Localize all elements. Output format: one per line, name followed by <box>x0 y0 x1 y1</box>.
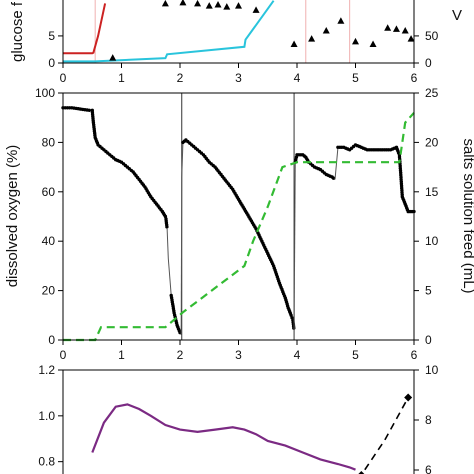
middle-left-tick-label: 20 <box>42 284 56 298</box>
top-triangle-marker <box>384 24 392 31</box>
bottom-diamond-marker <box>358 471 365 474</box>
salts-feed-dashed-series <box>63 112 415 342</box>
middle-right-axis-label: salts solution feed (mL) <box>460 138 474 293</box>
top-x-tick-label: 0 <box>60 71 67 85</box>
middle-x-tick-label: 4 <box>294 348 301 362</box>
top-x-tick-label: 2 <box>177 71 184 85</box>
top-triangle-marker <box>252 6 260 13</box>
middle-x-tick-label: 3 <box>235 348 242 362</box>
top-triangle-marker <box>308 35 316 42</box>
middle-left-axis: 0 20 40 60 80 100 <box>35 86 63 347</box>
bottom-right-tick-label: 8 <box>425 413 432 427</box>
dissolved-oxygen-jump <box>166 228 169 259</box>
top-triangle-marker <box>369 40 377 48</box>
top-triangle-marker <box>407 35 415 42</box>
top-triangle-marker <box>337 17 345 24</box>
top-x-tick-label: 3 <box>235 71 242 85</box>
middle-left-tick-label: 0 <box>48 333 55 347</box>
top-triangle-marker <box>109 54 117 61</box>
top-triangle-marker <box>179 0 187 6</box>
bottom-panel-series <box>91 393 413 474</box>
top-panel-series <box>63 0 415 63</box>
top-triangle-marker <box>401 27 409 34</box>
bottom-panel: 0.8 1.0 1.2 6 8 10 <box>38 363 439 474</box>
dissolved-oxygen-jump <box>180 176 183 336</box>
top-right-tick-label: 50 <box>425 29 439 43</box>
middle-x-tick-label: 6 <box>411 348 418 362</box>
bottom-plot-frame <box>62 369 415 474</box>
dissolved-oxygen-point <box>331 176 336 180</box>
middle-x-tick-label: 5 <box>352 348 359 362</box>
top-left-axis-label: glucose f <box>9 1 26 62</box>
middle-right-tick-label: 5 <box>425 284 432 298</box>
dissolved-oxygen-jump <box>334 147 339 180</box>
top-left-axis: 05 <box>48 29 63 70</box>
top-triangle-marker <box>205 2 213 9</box>
middle-left-tick-label: 60 <box>42 185 56 199</box>
middle-x-tick-label: 2 <box>177 348 184 362</box>
top-left-tick-label: 0 <box>48 56 55 70</box>
middle-right-tick-label: 0 <box>425 333 432 347</box>
dissolved-oxygen-point <box>165 225 169 229</box>
middle-left-tick-label: 40 <box>42 234 56 248</box>
top-right-axis: 0 50 <box>414 29 439 70</box>
middle-right-tick-label: 10 <box>425 234 439 248</box>
middle-left-tick-label: 80 <box>42 135 56 149</box>
middle-panel-series <box>61 93 416 342</box>
middle-x-tick-label: 0 <box>60 348 67 362</box>
top-triangle-marker <box>392 25 400 32</box>
top-triangle-marker <box>223 3 231 10</box>
top-cyan-line-series <box>63 0 275 63</box>
bottom-left-axis: 0.8 1.0 1.2 <box>38 363 63 469</box>
top-left-tick-label: 5 <box>48 29 55 43</box>
bottom-diamond-marker <box>404 393 413 402</box>
top-right-axis-label: V <box>452 7 462 24</box>
top-red-line-series <box>63 3 107 55</box>
middle-left-axis-label: dissolved oxygen (%) <box>4 145 21 288</box>
top-plot-frame <box>62 0 415 64</box>
dissolved-oxygen-jump <box>167 258 172 296</box>
bottom-purple-line-series <box>91 403 356 471</box>
dissolved-oxygen-jump <box>293 162 296 331</box>
top-triangle-marker <box>322 27 330 34</box>
middle-panel: 0 1 2 3 4 5 6 0 20 40 60 80 100 0 5 10 15 20 25 dissolve… <box>4 86 474 362</box>
top-triangle-marker <box>290 40 298 48</box>
bottom-left-tick-label: 1.0 <box>38 409 55 423</box>
top-right-tick-label: 0 <box>425 56 432 70</box>
top-triangle-marker <box>235 2 242 9</box>
middle-right-tick-label: 15 <box>425 185 439 199</box>
bottom-right-axis: 6 8 10 <box>414 363 439 474</box>
top-x-tick-label: 4 <box>294 71 301 85</box>
top-triangle-marker <box>352 37 359 45</box>
dissolved-oxygen-jump <box>181 142 184 177</box>
middle-x-axis: 0 1 2 3 4 5 6 <box>60 340 418 362</box>
bottom-dashed-series <box>361 397 409 474</box>
middle-plot-frame <box>62 92 415 341</box>
top-x-tick-label: 1 <box>118 71 125 85</box>
bottom-right-tick-label: 10 <box>425 363 439 377</box>
middle-right-tick-label: 20 <box>425 135 439 149</box>
top-x-axis: 0 1 2 3 4 5 6 <box>60 63 418 85</box>
top-triangle-marker <box>194 0 202 7</box>
middle-left-tick-label: 100 <box>35 86 55 100</box>
dissolved-oxygen-point <box>87 108 92 113</box>
top-x-tick-label: 5 <box>352 71 359 85</box>
middle-x-tick-label: 1 <box>118 348 125 362</box>
middle-right-tick-label: 25 <box>425 86 439 100</box>
top-triangle-marker <box>161 0 169 7</box>
bottom-left-tick-label: 1.2 <box>38 363 55 377</box>
top-triangle-marker <box>214 1 222 8</box>
middle-right-axis: 0 5 10 15 20 25 <box>414 86 439 347</box>
top-x-tick-label: 6 <box>411 71 418 85</box>
bottom-right-tick-label: 6 <box>425 463 432 474</box>
bottom-left-tick-label: 0.8 <box>38 455 55 469</box>
